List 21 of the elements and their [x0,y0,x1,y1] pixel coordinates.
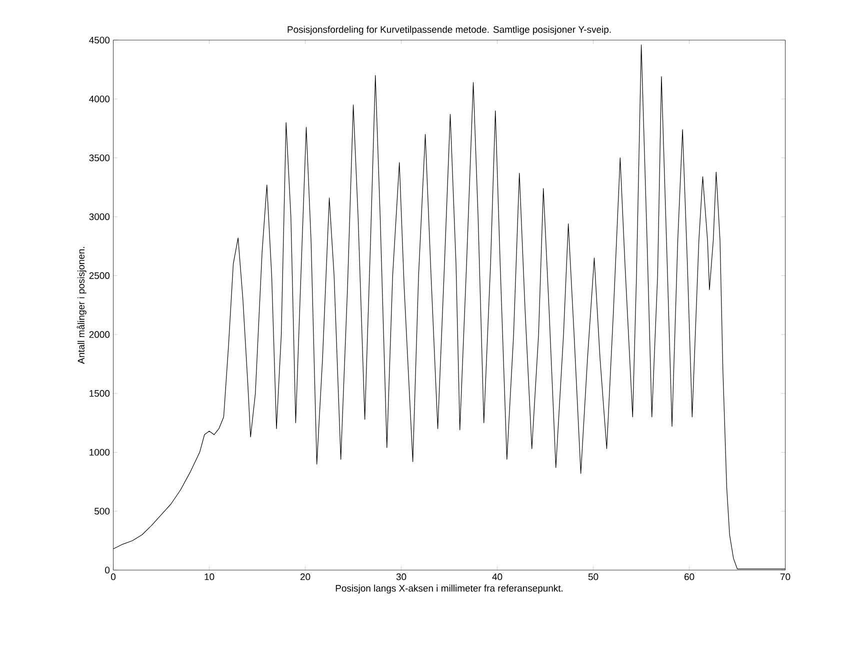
y-tick-label: 4000 [89,96,110,102]
y-tick-label: 2000 [89,331,110,338]
y-tick-label: 3000 [89,213,110,220]
x-axis-title: Posisjon langs X-aksen i millimeter fra referansepunkt. [336,584,563,594]
x-tick-label: 40 [492,573,502,580]
x-tick-label: 30 [396,573,406,580]
y-tick-label: 1000 [90,448,110,456]
x-tick-label: 10 [204,573,214,580]
y-tick-label: 1500 [90,390,110,397]
y-tick-label: 4500 [89,36,110,44]
x-tick-label: 50 [588,573,598,580]
y-axis-title: Antall målinger i posisjonen. [76,247,86,364]
x-tick-label: 20 [300,573,310,580]
y-tick-label: 3500 [89,154,110,162]
chart-title: Posisjonsfordeling for Kurvetilpassende metode. Samtlige posisjoner Y-sveip. [288,26,611,35]
y-tick-label: 0 [105,566,110,574]
x-tick-label: 60 [684,573,694,580]
x-tick-label: 0 [111,573,116,580]
x-tick-label: 70 [780,573,790,580]
y-tick-label: 2500 [89,272,110,279]
y-tick-label: 500 [94,508,110,515]
